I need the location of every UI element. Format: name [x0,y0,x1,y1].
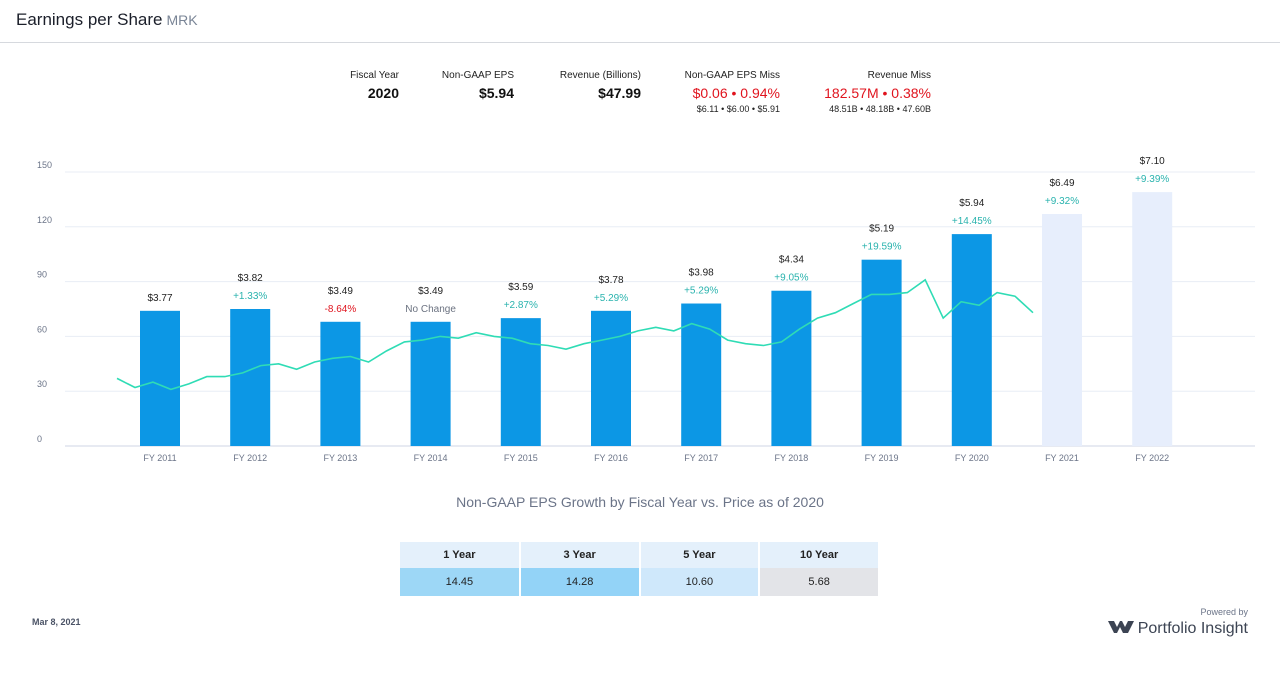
growth-label: +9.32% [1045,196,1079,207]
stat-value: $5.94 [478,85,514,101]
table-cell: 14.28 [519,568,641,596]
date: Mar 8, 2021 [32,617,81,627]
bar [1132,192,1173,446]
x-tick-label: FY 2011 [143,453,176,463]
brand-name: Portfolio Insight [1137,620,1248,637]
x-tick-label: FY 2016 [594,453,628,463]
bar [1042,214,1082,446]
x-tick-label: FY 2022 [1135,453,1169,463]
eps-label: $3.49 [328,286,353,297]
stat-label: Revenue Miss [867,70,931,81]
x-tick-label: FY 2015 [504,453,538,463]
header: Earnings per Share MRK [0,0,1280,43]
bar [861,259,902,446]
growth-label: +2.87% [504,300,538,311]
growth-label: +5.29% [594,293,628,304]
table-header-cell: 1 Year [400,542,521,568]
bar [320,321,361,446]
eps-label: $5.19 [869,224,894,235]
y-tick-label: 30 [37,379,47,389]
table-header: 1 Year 3 Year 5 Year 10 Year [400,542,880,568]
eps-label: $3.49 [418,286,443,297]
chart-subtitle: Non-GAAP EPS Growth by Fiscal Year vs. P… [456,494,824,510]
ticker: MRK [166,12,198,28]
title: Earnings per Share MRK [16,10,198,30]
eps-label: $7.10 [1140,156,1165,167]
stat: Non-GAAP EPS Miss $0.06 • 0.94% $6.11 • $6… [685,70,780,114]
bar [140,310,180,446]
powered-by: Powered by [1200,607,1248,617]
eps-label: $3.77 [147,293,172,304]
growth-label: No Change [405,304,456,315]
growth-label: +9.39% [1135,174,1169,185]
y-tick-label: 60 [37,324,47,334]
eps-label: $6.49 [1049,178,1074,189]
y-tick-label: 0 [37,434,42,444]
stat-label: Revenue (Billions) [559,70,641,81]
eps-label: $3.98 [689,268,714,279]
table-row: 14.45 14.28 10.60 5.68 [400,568,880,596]
x-tick-label: FY 2020 [955,453,989,463]
x-tick-label: FY 2014 [414,453,448,463]
table-cell: 10.60 [639,568,761,596]
stat: Revenue (Billions) $47.99 [560,70,641,101]
stat-label: Non-GAAP EPS [441,70,514,81]
growth-label: +14.45% [952,216,992,227]
stat-value: 2020 [367,85,399,101]
stat: Non-GAAP EPS $5.94 [442,70,514,101]
table-header-cell: 10 Year [759,542,880,568]
x-tick-label: FY 2018 [774,453,808,463]
x-tick-label: FY 2012 [233,453,267,463]
bar [591,310,631,446]
brand-logo [1107,621,1134,633]
bar [230,309,271,446]
bar [410,321,451,446]
table-cell: 5.68 [759,568,880,596]
eps-label: $4.34 [779,255,804,266]
bar [951,234,992,446]
stat-value: $47.99 [598,85,641,101]
growth-label: -8.64% [325,304,357,315]
x-tick-label: FY 2019 [865,453,899,463]
x-tick-label: FY 2017 [684,453,718,463]
eps-label: $3.78 [598,275,623,286]
growth-table: 1 Year 3 Year 5 Year 10 Year 14.45 14.28… [400,542,880,596]
table-cell: 14.45 [400,568,521,596]
title-text: Earnings per Share [16,10,163,29]
eps-label: $3.59 [508,282,533,293]
bar [500,318,541,446]
stat-value: 182.57M • 0.38% [824,85,931,101]
y-tick-label: 120 [37,215,52,225]
chart: 0 30 60 90 120 150 FY 2011 $3.77 FY 2012 +1.33% $3… [37,156,1255,463]
stat: Fiscal Year 2020 [350,70,399,101]
x-tick-label: FY 2021 [1045,453,1079,463]
brand: Portfolio Insight [1107,620,1248,638]
stat: Revenue Miss 182.57M • 0.38% 48.51B • 48.1… [824,70,931,114]
stat-detail: $6.11 • $6.00 • $5.91 [696,104,780,114]
bar [771,290,812,446]
growth-label: +9.05% [774,273,808,284]
x-tick-label: FY 2013 [323,453,357,463]
table-header-cell: 3 Year [519,542,641,568]
table-header-cell: 5 Year [639,542,761,568]
stat-value: $0.06 • 0.94% [692,85,780,101]
growth-label: +19.59% [862,242,902,253]
eps-label: $5.94 [959,198,984,209]
price-line [116,278,1034,391]
stat-label: Non-GAAP EPS Miss [684,70,780,81]
stat-label: Fiscal Year [350,70,399,81]
eps-label: $3.82 [238,273,263,284]
y-tick-label: 150 [37,160,52,170]
y-tick-label: 90 [37,270,47,280]
growth-label: +1.33% [233,291,267,302]
growth-label: +5.29% [684,286,718,297]
stat-detail: 48.51B • 48.18B • 47.60B [829,104,931,114]
